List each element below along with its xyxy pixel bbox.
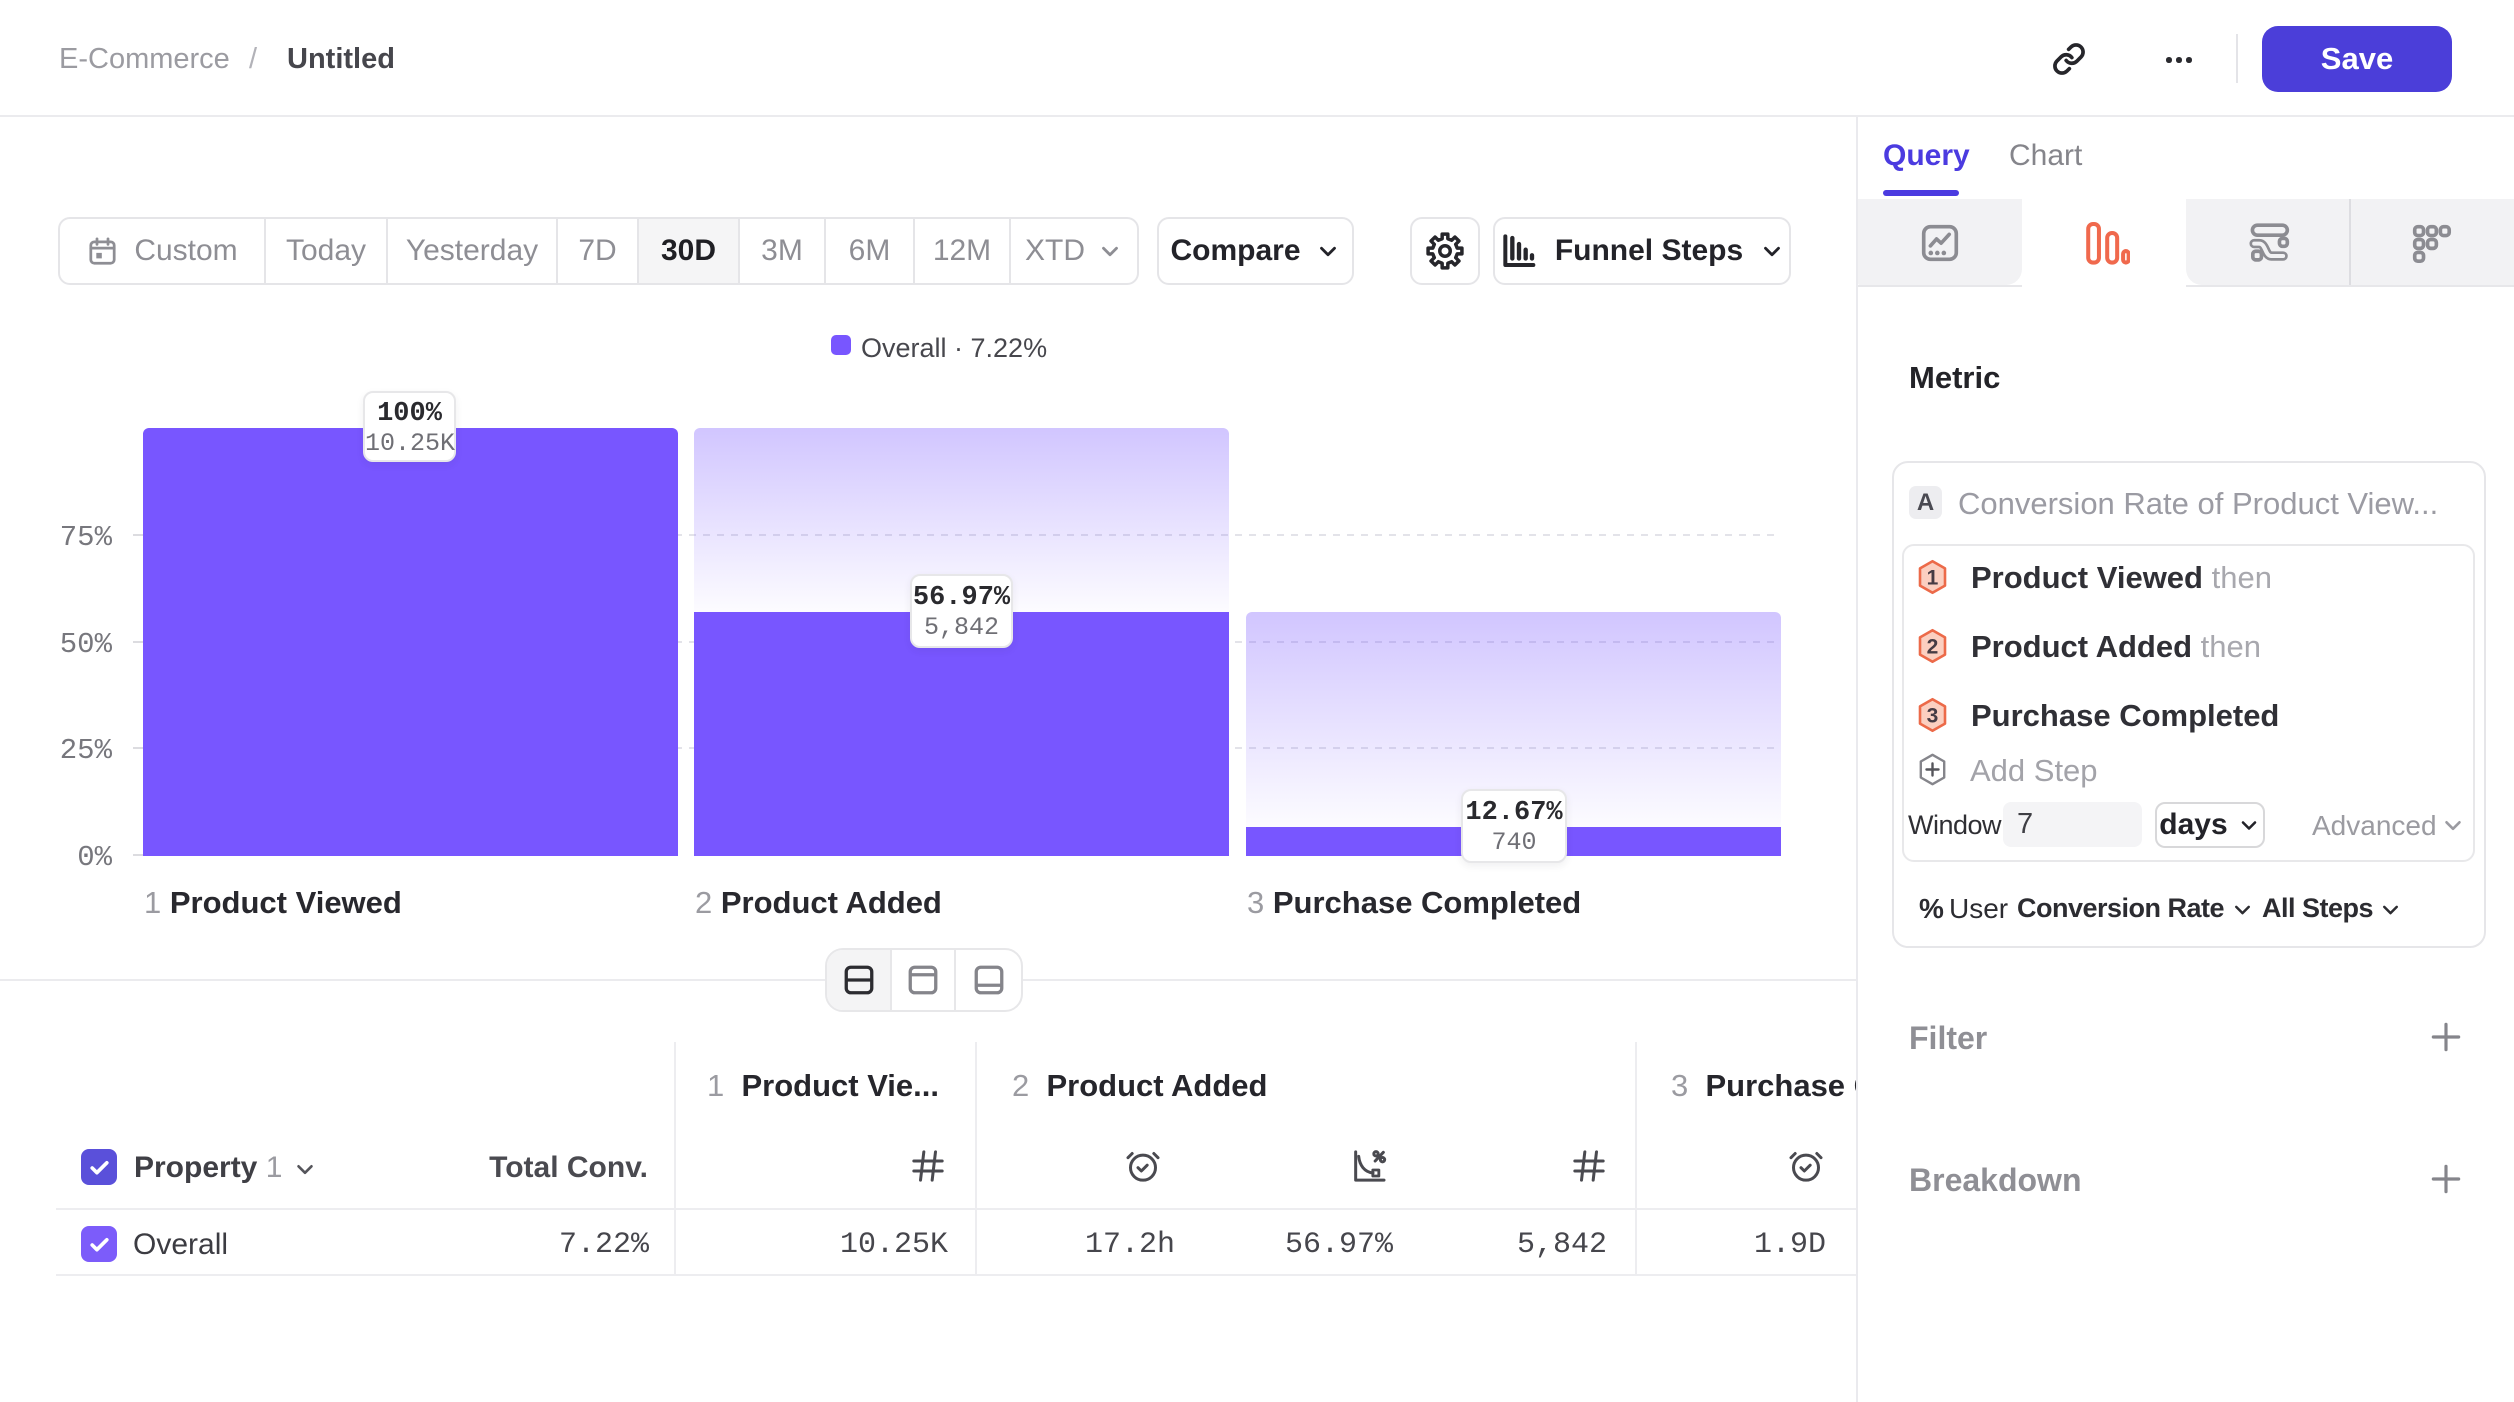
svg-text:1: 1 (1927, 567, 1939, 590)
svg-text:2: 2 (1927, 636, 1939, 659)
svg-text:3: 3 (1927, 705, 1939, 728)
